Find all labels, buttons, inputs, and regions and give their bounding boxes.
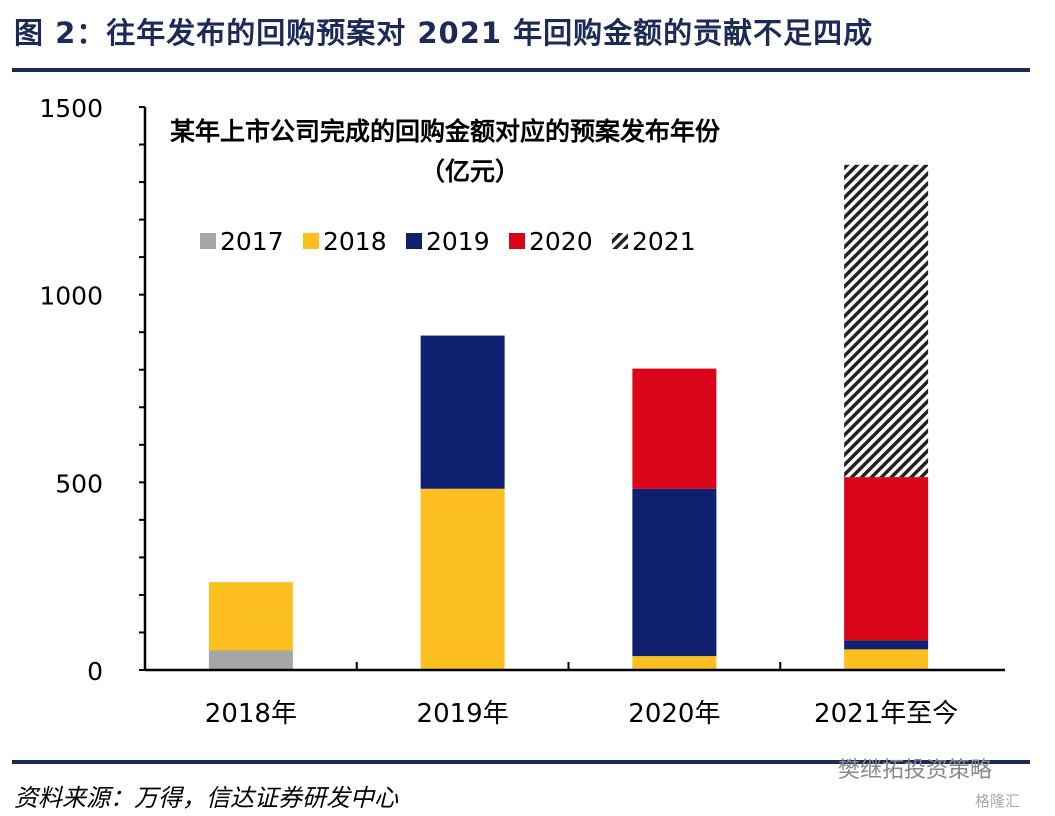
bar-segment-2019 — [632, 488, 717, 657]
y-tick-label: 500 — [55, 469, 103, 498]
y-tick-label: 1500 — [39, 94, 103, 123]
bar-segment-2019 — [420, 335, 505, 489]
bar-segment-2018 — [632, 656, 717, 670]
x-tick-label: 2021年至今 — [814, 699, 958, 729]
legend-swatch — [200, 233, 216, 249]
legend-swatch — [509, 233, 525, 249]
chart-unit: （亿元） — [420, 157, 520, 186]
bar-segment-2020 — [632, 368, 717, 489]
y-tick-label: 1000 — [39, 282, 103, 311]
legend-label: 2020 — [529, 227, 593, 256]
legend-swatch — [303, 233, 319, 249]
legend-swatch — [612, 233, 628, 249]
x-tick-label: 2018年 — [205, 699, 297, 729]
bar-segment-2021 — [844, 164, 929, 478]
bar-segment-2018 — [844, 649, 929, 670]
x-tick-label: 2020年 — [628, 699, 720, 729]
legend-label: 2018 — [323, 227, 387, 256]
source-note: 资料来源：万得，信达证券研发中心 — [14, 784, 398, 812]
legend-label: 2021 — [632, 227, 696, 256]
bar-segment-2018 — [420, 488, 505, 670]
bar-segment-2018 — [208, 582, 293, 651]
bar-segment-2020 — [844, 477, 929, 641]
chart-title: 某年上市公司完成的回购金额对应的预案发布年份 — [170, 117, 720, 146]
legend-label: 2017 — [220, 227, 284, 256]
bottom-rule — [12, 760, 1030, 764]
watermark-logo: 格隆汇 — [975, 792, 1021, 810]
top-rule — [12, 68, 1030, 72]
legend-label: 2019 — [426, 227, 490, 256]
legend-swatch — [406, 233, 422, 249]
bar-segment-2019 — [844, 640, 929, 650]
watermark: 樊继拓投资策略 — [838, 758, 993, 783]
y-tick-label: 0 — [87, 657, 103, 686]
x-tick-label: 2019年 — [417, 699, 509, 729]
figure-title: 图 2：往年发布的回购预案对 2021 年回购金额的贡献不足四成 — [14, 16, 874, 50]
bar-segment-2017 — [208, 650, 293, 670]
